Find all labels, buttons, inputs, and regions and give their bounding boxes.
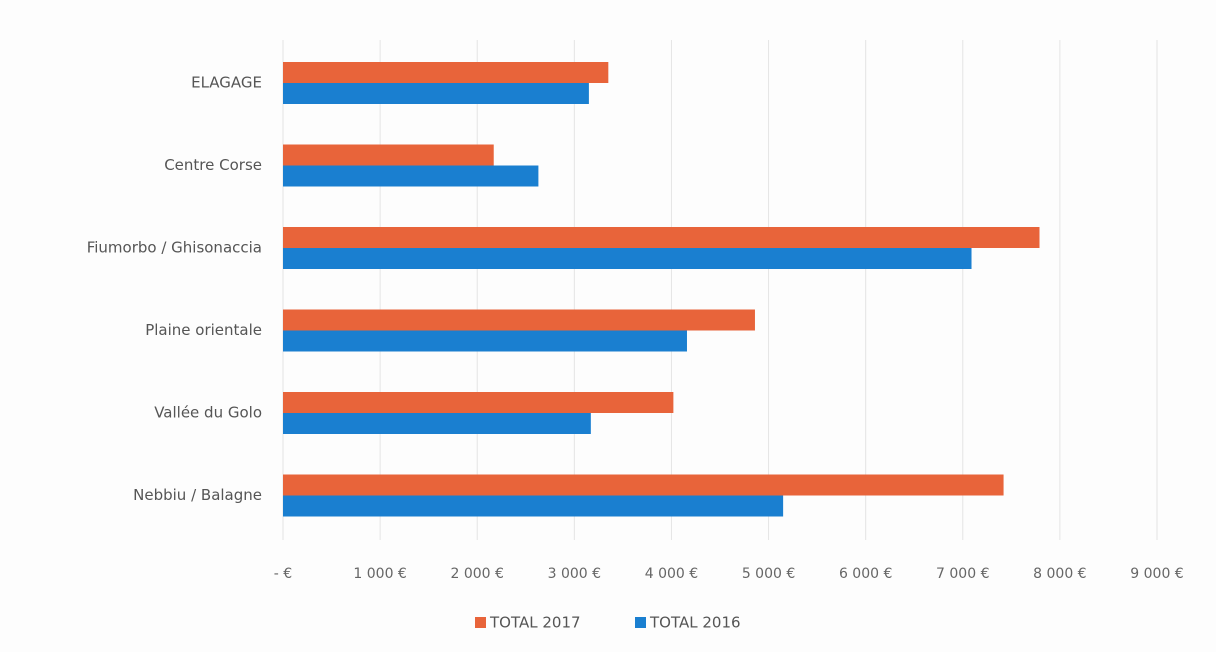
bar-total-2016-2 bbox=[283, 248, 972, 269]
bar-total-2016-1 bbox=[283, 165, 539, 187]
bar-total-2017-5 bbox=[283, 474, 1004, 496]
legend: TOTAL 2017 TOTAL 2016 bbox=[475, 614, 741, 632]
x-tick-label: 9 000 € bbox=[1130, 566, 1183, 582]
category-label: ELAGAGE bbox=[191, 74, 262, 92]
category-label: Vallée du Golo bbox=[154, 404, 262, 422]
bars bbox=[283, 62, 1040, 517]
category-label: Centre Corse bbox=[164, 156, 262, 174]
x-tick-labels: - € 1 000 € 2 000 € 3 000 € 4 000 € 5 000 € 6 … bbox=[274, 566, 1184, 582]
category-label: Plaine orientale bbox=[145, 321, 262, 339]
category-label: Fiumorbo / Ghisonaccia bbox=[87, 239, 262, 257]
x-tick-label: 7 000 € bbox=[936, 566, 989, 582]
legend-swatch-total-2017 bbox=[475, 617, 486, 628]
bar-total-2017-1 bbox=[283, 144, 494, 166]
legend-label: TOTAL 2017 bbox=[489, 614, 581, 632]
x-tick-label: 2 000 € bbox=[451, 566, 504, 582]
category-labels: ELAGAGE Centre Corse Fiumorbo / Ghisonacci… bbox=[87, 74, 262, 505]
x-tick-label: 6 000 € bbox=[839, 566, 892, 582]
bar-total-2016-4 bbox=[283, 413, 591, 434]
legend-swatch-total-2016 bbox=[635, 617, 646, 628]
bar-total-2016-3 bbox=[283, 330, 687, 352]
legend-label: TOTAL 2016 bbox=[649, 614, 741, 632]
x-tick-label: 1 000 € bbox=[353, 566, 406, 582]
x-tick-label: 5 000 € bbox=[742, 566, 795, 582]
x-tick-label: - € bbox=[274, 566, 292, 582]
bar-total-2016-0 bbox=[283, 83, 589, 104]
x-tick-label: 8 000 € bbox=[1033, 566, 1086, 582]
category-label: Nebbiu / Balagne bbox=[133, 486, 262, 504]
x-tick-label: 3 000 € bbox=[548, 566, 601, 582]
x-tick-label: 4 000 € bbox=[645, 566, 698, 582]
bar-total-2017-0 bbox=[283, 62, 609, 83]
bar-total-2017-3 bbox=[283, 309, 755, 331]
bar-total-2017-4 bbox=[283, 392, 674, 413]
bar-total-2016-5 bbox=[283, 495, 784, 517]
gridlines bbox=[282, 40, 1158, 540]
bar-total-2017-2 bbox=[283, 227, 1040, 248]
